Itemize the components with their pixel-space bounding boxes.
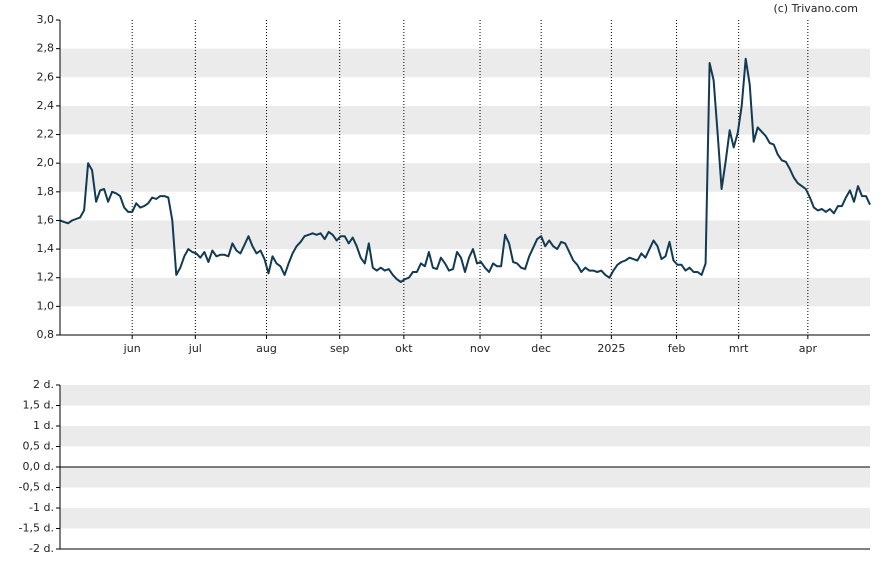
grid-band bbox=[60, 385, 870, 406]
x-tick-label: nov bbox=[470, 342, 491, 355]
grid-band bbox=[60, 220, 870, 250]
grid-band bbox=[60, 105, 870, 135]
y-tick-label: 2,0 bbox=[37, 156, 55, 169]
y-tick-label: -1,5 d. bbox=[19, 522, 54, 535]
credit: (c) Trivano.com bbox=[773, 2, 858, 15]
y-tick-label: 3,0 bbox=[37, 13, 55, 26]
x-tick-label: okt bbox=[395, 342, 413, 355]
x-tick-label: feb bbox=[668, 342, 686, 355]
y-tick-label: 1 d. bbox=[33, 419, 54, 432]
grid-band bbox=[60, 467, 870, 488]
y-tick-label: -0,5 d. bbox=[19, 481, 54, 494]
x-tick-label: jul bbox=[188, 342, 202, 355]
y-tick-label: 0,5 d. bbox=[23, 440, 54, 453]
x-tick-label: sep bbox=[330, 342, 349, 355]
y-tick-label: 1,2 bbox=[37, 271, 55, 284]
y-tick-label: 2,2 bbox=[37, 128, 55, 141]
y-tick-label: 2 d. bbox=[33, 378, 54, 391]
y-tick-label: 1,4 bbox=[37, 242, 55, 255]
grid-band bbox=[60, 426, 870, 447]
y-tick-label: 1,6 bbox=[37, 213, 55, 226]
y-tick-label: 2,8 bbox=[37, 42, 55, 55]
y-tick-label: 1,5 d. bbox=[23, 399, 54, 412]
x-tick-label: 2025 bbox=[597, 342, 625, 355]
x-tick-label: dec bbox=[531, 342, 551, 355]
grid-band bbox=[60, 508, 870, 529]
x-tick-label: jun bbox=[123, 342, 141, 355]
y-tick-label: 1,0 bbox=[37, 299, 55, 312]
price-line bbox=[59, 57, 871, 283]
y-tick-label: -1 d. bbox=[29, 501, 54, 514]
grid-band bbox=[60, 163, 870, 192]
y-tick-label: 0,8 bbox=[37, 328, 55, 341]
y-tick-label: 2,4 bbox=[37, 99, 55, 112]
y-tick-label: 1,8 bbox=[37, 185, 55, 198]
y-tick-label: 0,0 d. bbox=[23, 460, 54, 473]
x-tick-label: aug bbox=[256, 342, 277, 355]
y-tick-label: 2,6 bbox=[37, 70, 55, 83]
x-tick-label: mrt bbox=[729, 342, 749, 355]
grid-band bbox=[60, 277, 870, 307]
x-tick-label: apr bbox=[799, 342, 818, 355]
y-tick-label: -2 d. bbox=[29, 542, 54, 555]
